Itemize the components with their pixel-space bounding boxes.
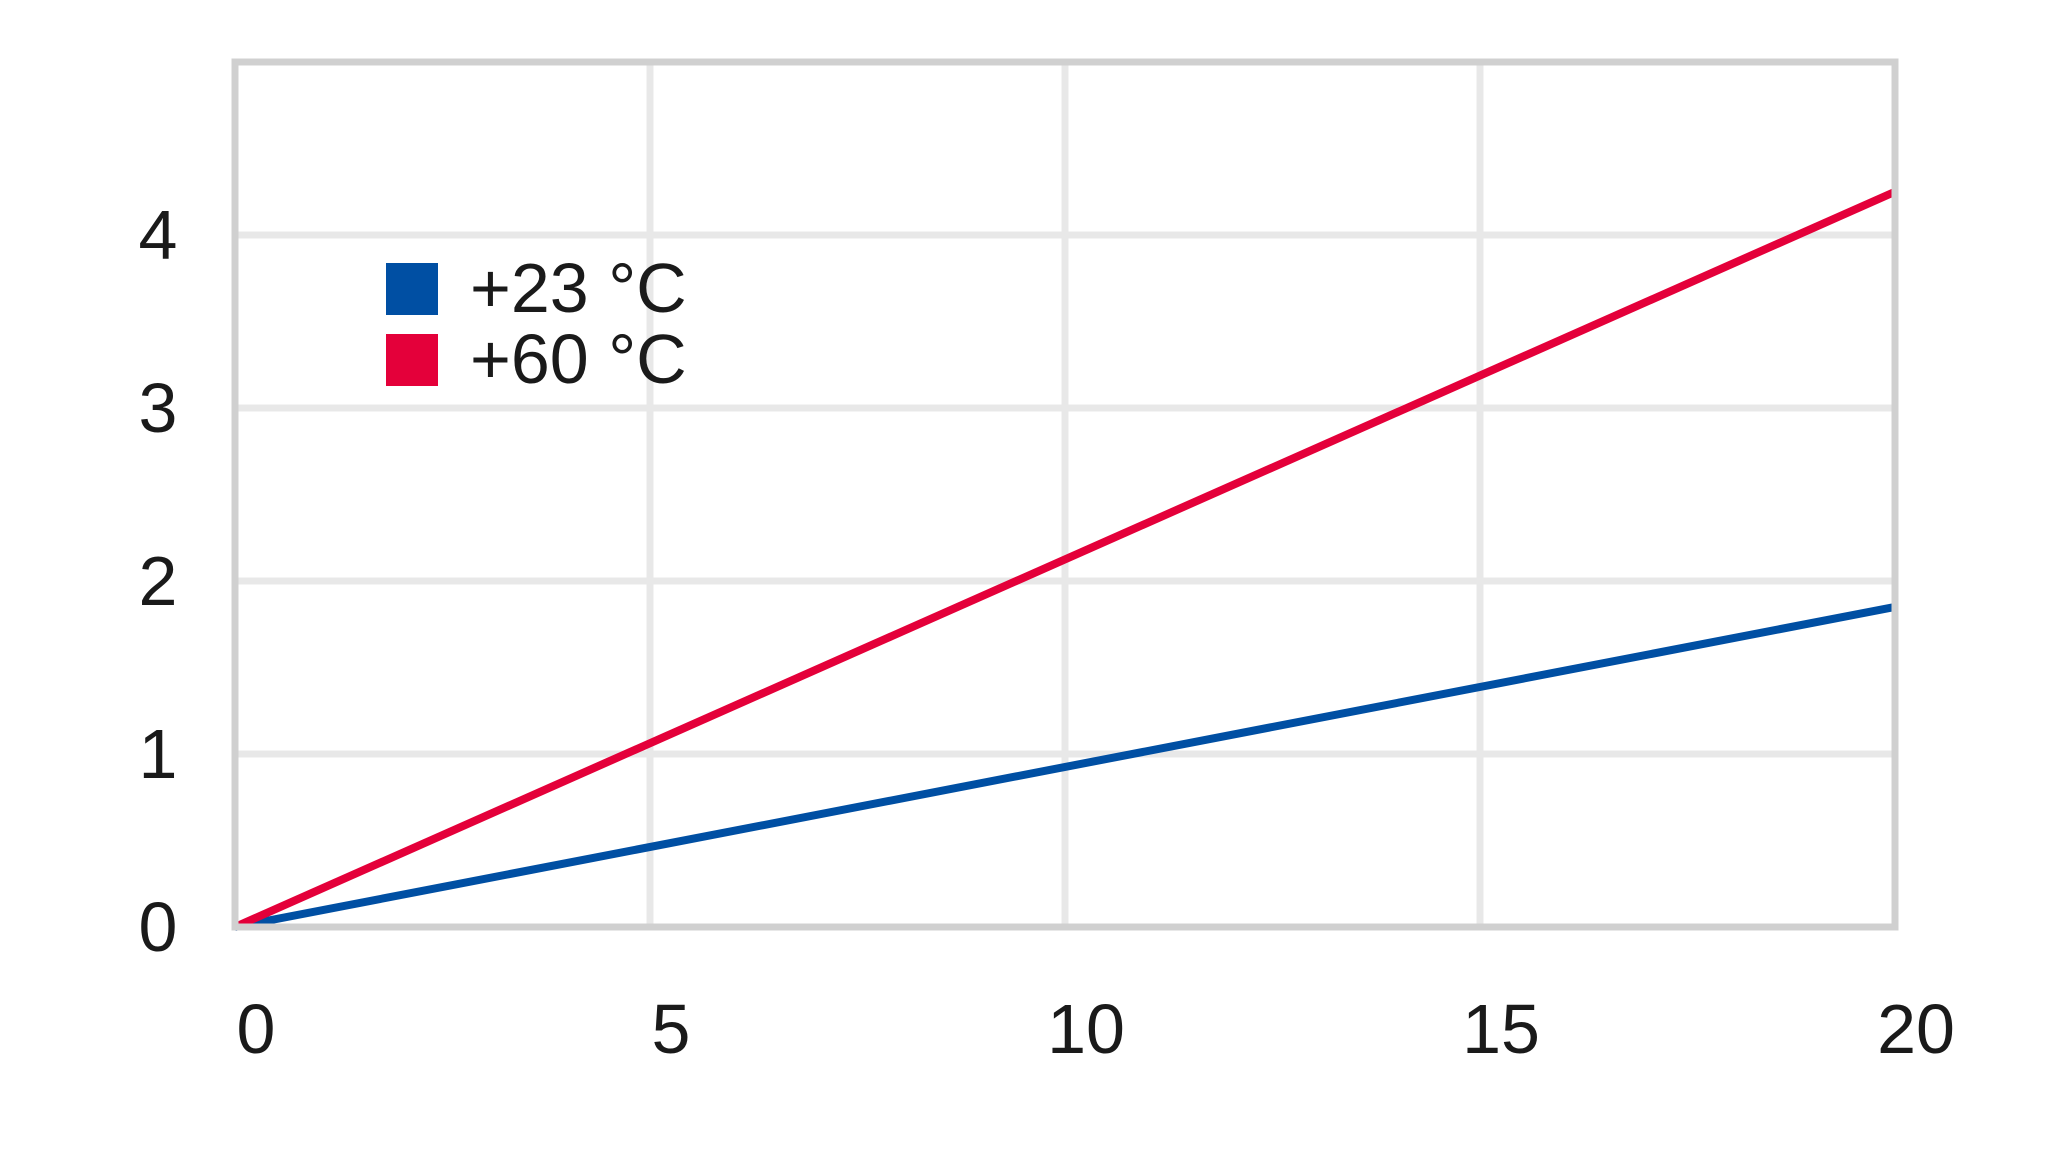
x-tick-label: 20 <box>1877 990 1955 1068</box>
y-tick-label: 4 <box>139 196 178 274</box>
series-lines <box>233 188 1897 931</box>
x-tick-label: 10 <box>1047 990 1125 1068</box>
x-axis-tick-labels: 0 5 10 15 20 <box>237 990 1955 1068</box>
grid-lines <box>235 62 1895 927</box>
x-tick-label: 0 <box>237 990 276 1068</box>
legend-swatch <box>386 263 438 315</box>
legend-swatch <box>386 334 438 386</box>
x-tick-label: 5 <box>652 990 691 1068</box>
legend-label: +60 °C <box>470 320 687 398</box>
legend-label: +23 °C <box>470 249 687 327</box>
y-tick-label: 2 <box>139 542 178 620</box>
series-line-1 <box>234 603 1896 931</box>
plot-frame <box>231 58 1899 931</box>
y-tick-label: 1 <box>139 715 178 793</box>
y-axis-tick-labels: 0 1 2 3 4 <box>139 196 178 966</box>
legend: +23 °C+60 °C <box>386 249 687 398</box>
series-line-2 <box>233 188 1897 931</box>
x-tick-label: 15 <box>1462 990 1540 1068</box>
y-tick-label: 3 <box>139 369 178 447</box>
y-tick-label: 0 <box>139 888 178 966</box>
